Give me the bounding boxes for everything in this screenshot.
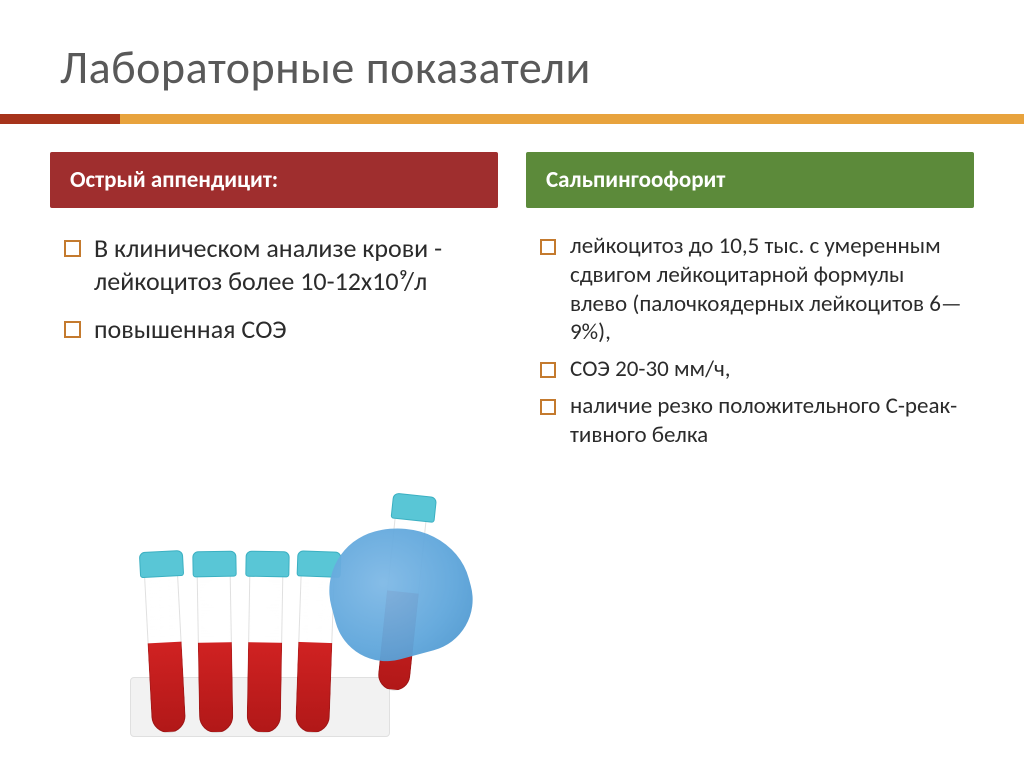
blood-tube: [144, 567, 187, 734]
blood-tubes-image: [130, 517, 460, 747]
list-item: СОЭ 20-30 мм/ч,: [536, 355, 964, 384]
accent-bar-orange: [120, 114, 1024, 124]
list-item: наличие резко положительного С-реак­тивн…: [536, 392, 964, 450]
list-item: повышенная СОЭ: [60, 313, 488, 346]
tube-cap-icon: [245, 551, 289, 578]
blood-tube: [197, 568, 234, 734]
list-item: лейкоцитоз до 10,5 тыс. с умеренным сдви…: [536, 232, 964, 347]
tube-cap-icon: [391, 492, 437, 522]
tube-cap-icon: [139, 550, 184, 578]
gloved-hand-icon: [316, 511, 485, 673]
list-right: лейкоцитоз до 10,5 тыс. с умеренным сдви…: [526, 208, 974, 449]
page-title: Лабораторные показатели: [60, 40, 964, 96]
tube-cap-icon: [192, 551, 236, 578]
list-item: В клиническом анализе крови - лейкоцитоз…: [60, 232, 488, 297]
blood-tube: [247, 568, 284, 734]
divider-bar: [0, 114, 1024, 124]
column-right: Сальпингоофорит лейкоцитоз до 10,5 тыс. …: [526, 152, 974, 457]
list-left: В клиническом анализе крови - лейкоцитоз…: [50, 208, 498, 346]
column-left: Острый аппендицит: В клиническом анализе…: [50, 152, 498, 457]
title-area: Лабораторные показатели: [0, 0, 1024, 114]
column-header-left: Острый аппендицит:: [50, 152, 498, 208]
content-columns: Острый аппендицит: В клиническом анализе…: [0, 124, 1024, 457]
column-header-right: Сальпингоофорит: [526, 152, 974, 208]
accent-bar-red: [0, 114, 120, 124]
